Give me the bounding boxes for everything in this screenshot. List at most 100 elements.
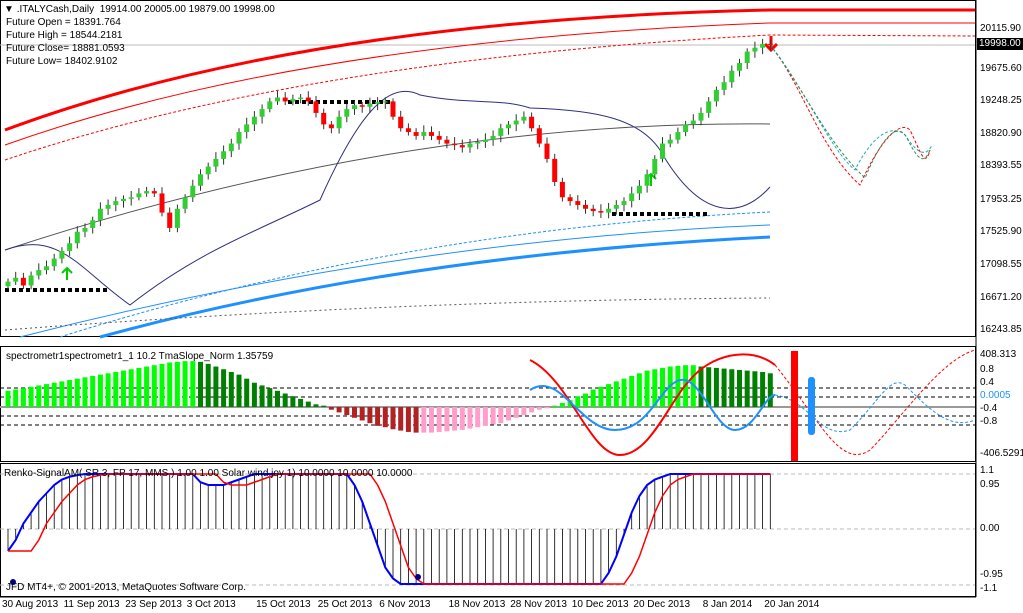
date-tick: 20 Dec 2013: [633, 599, 691, 610]
candle: [536, 128, 542, 144]
histogram-bar: [713, 367, 719, 407]
histogram-bar: [429, 407, 434, 433]
lower-ma-dotted: [4, 297, 771, 331]
date-tick: 8 Jan 2014: [702, 599, 753, 610]
histogram-bar: [36, 385, 42, 407]
candle: [51, 258, 57, 267]
candle: [228, 143, 234, 152]
candle: [375, 102, 381, 104]
histogram-bar: [613, 381, 619, 407]
histogram-bar: [51, 382, 57, 407]
candle: [251, 116, 257, 125]
histogram-bar: [367, 407, 373, 424]
histogram-bar: [698, 366, 704, 407]
histogram-bar: [544, 407, 550, 409]
candle: [13, 277, 19, 282]
date-tick: 10 Dec 2013: [571, 599, 629, 610]
candle: [298, 97, 304, 100]
candle: [675, 132, 681, 140]
candle: [352, 105, 357, 110]
candle: [259, 109, 265, 117]
candle: [405, 128, 411, 133]
candle: [121, 198, 126, 202]
candle: [482, 139, 488, 143]
candles: [5, 38, 773, 290]
histogram-bar: [182, 361, 188, 407]
histogram-bar: [490, 407, 496, 425]
histogram-bar: [198, 361, 203, 407]
red-wave-forecast: [774, 349, 976, 455]
candle: [598, 211, 604, 213]
histogram-bar: [421, 407, 427, 433]
histogram-bar: [275, 390, 280, 407]
histogram-bar: [159, 363, 165, 407]
candle: [74, 231, 80, 244]
histogram-bar: [590, 389, 596, 407]
histogram-bar: [398, 407, 404, 431]
histogram-bar: [706, 367, 712, 407]
candle: [213, 158, 219, 167]
candle: [182, 197, 188, 209]
histogram-bar: [721, 368, 727, 407]
signal-dot: [10, 579, 16, 585]
histogram-bar: [760, 371, 766, 407]
histogram-bar: [644, 370, 650, 407]
red-band-upper: [4, 8, 975, 132]
candle: [498, 128, 504, 136]
candle: [636, 185, 642, 194]
date-tick: 23 Sep 2013: [125, 599, 182, 610]
candle: [321, 112, 327, 125]
histogram-bar: [259, 385, 265, 407]
histogram-bar: [244, 378, 250, 407]
candle: [721, 82, 727, 90]
blue-wave: [529, 378, 776, 432]
candle: [136, 193, 142, 198]
histogram-bar: [521, 407, 527, 416]
candle: [236, 132, 242, 144]
candle: [290, 99, 296, 102]
candle: [521, 116, 527, 121]
histogram-bar: [128, 369, 134, 407]
candle: [275, 97, 280, 102]
blue-band-upper: [59, 211, 771, 338]
candle: [282, 97, 288, 102]
main-panel-frame: [0, 0, 976, 337]
spectro-tick: 0.4: [980, 377, 994, 388]
histogram-bar: [298, 398, 304, 407]
candle: [105, 204, 111, 209]
candle: [313, 101, 319, 113]
candle: [151, 191, 157, 194]
ohlc-label: 19914.00 20005.00 19879.00 19998.00: [99, 4, 275, 15]
date-tick: 28 Nov 2013: [510, 599, 567, 610]
symbol-label: .ITALYCash,Daily: [16, 4, 95, 15]
candle: [690, 120, 696, 125]
future-open: Future Open = 18391.764: [6, 17, 121, 28]
candle: [567, 197, 573, 202]
date-tick: 30 Aug 2013: [2, 599, 59, 610]
date-tick: 6 Nov 2013: [379, 599, 431, 610]
candle: [67, 243, 73, 251]
histogram-bar: [529, 407, 535, 413]
histogram-bar: [506, 407, 511, 421]
histogram-bar: [151, 365, 157, 407]
candle: [606, 208, 612, 213]
price-tick: 18820.90: [980, 128, 1022, 139]
histogram-bar: [74, 378, 80, 407]
candle: [36, 270, 42, 276]
candle: [128, 197, 134, 199]
histogram-bar: [744, 370, 750, 407]
histogram-bar: [28, 386, 34, 407]
spectro-title: spectrometr1spectrometr1_1 10.2 TmaSlope…: [6, 351, 274, 362]
candle: [475, 142, 481, 144]
histogram-bar: [436, 407, 442, 432]
price-tick: 16671.20: [980, 292, 1022, 303]
candle: [452, 143, 458, 146]
histogram-bar: [90, 375, 96, 407]
date-tick: 11 Sep 2013: [63, 599, 120, 610]
histogram-bar: [452, 407, 458, 431]
histogram-bar: [328, 407, 334, 410]
red-band-lower: [4, 34, 976, 161]
blue-wave-forecast: [774, 382, 976, 433]
